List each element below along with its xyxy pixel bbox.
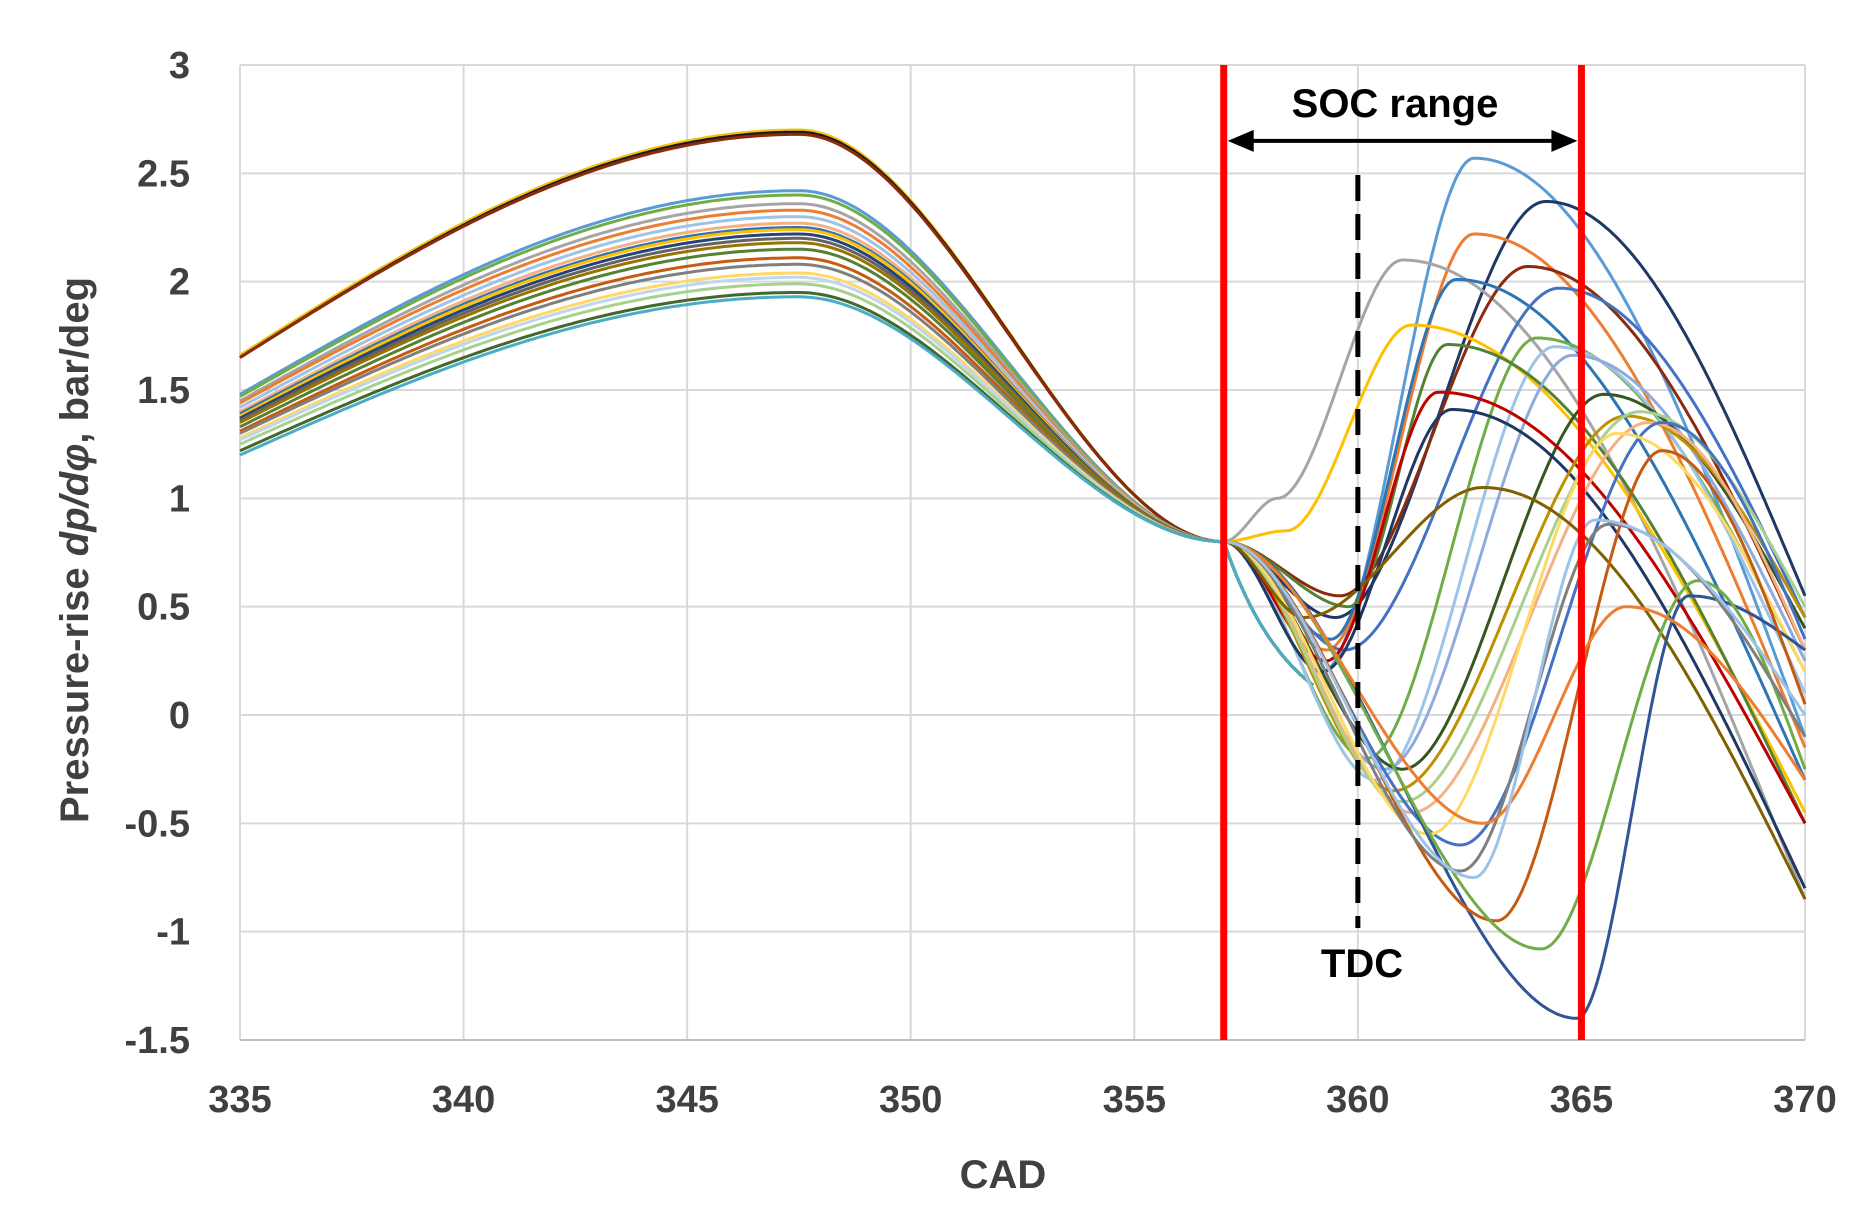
x-tick-label: 345	[655, 1079, 718, 1121]
compression-curve-2	[239, 132, 1315, 687]
soc-range-label: SOC range	[1292, 82, 1499, 126]
y-tick-label: 2	[169, 262, 190, 304]
y-axis-title-math: dp/dφ	[53, 444, 97, 557]
y-tick-label: 0	[169, 695, 190, 737]
y-tick-label: 3	[169, 45, 190, 87]
x-tick-label: 355	[1103, 1079, 1166, 1121]
annotation-markers	[1220, 65, 1585, 1040]
x-tick-label: 350	[879, 1079, 942, 1121]
y-axis-title-suffix: , bar/deg	[53, 277, 97, 444]
x-tick-label: 360	[1326, 1079, 1389, 1121]
y-axis-title: Pressure-rise dp/dφ, bar/deg	[53, 277, 97, 823]
y-tick-label: 2.5	[137, 153, 190, 195]
compression-curve-21	[239, 295, 1315, 687]
y-axis-title-prefix: Pressure-rise	[53, 556, 97, 823]
y-tick-label: -1	[156, 912, 190, 954]
combustion-curve-6	[1223, 286, 1807, 652]
y-tick-label: 1	[169, 478, 190, 520]
combustion-curve-16	[1223, 420, 1807, 815]
combustion-curve-19	[1223, 431, 1807, 836]
combustion-curve-5	[1223, 278, 1807, 781]
combustion-curve-26	[1223, 518, 1807, 880]
y-tick-label: -1.5	[125, 1020, 190, 1062]
x-tick-label: 365	[1550, 1079, 1613, 1121]
combustion-curve-20	[1223, 486, 1807, 900]
soc-arrow-right-head	[1551, 129, 1578, 152]
combustion-curve-10	[1223, 343, 1807, 824]
combustion-curve-9	[1223, 345, 1807, 782]
tdc-label: TDC	[1321, 942, 1403, 986]
x-tick-label: 340	[432, 1079, 495, 1121]
x-tick-labels: 335 340 345 350 355 360 365 370	[208, 1079, 1836, 1121]
combustion-curve-3	[1223, 258, 1807, 900]
x-tick-label: 370	[1773, 1079, 1836, 1121]
y-tick-labels: -1.5 -1 -0.5 0 0.5 1 1.5 2 2.5 3	[125, 45, 190, 1062]
x-tick-label: 335	[208, 1079, 271, 1121]
y-tick-label: -0.5	[125, 803, 190, 845]
combustion-curve-24	[1223, 522, 1807, 873]
y-tick-label: 1.5	[137, 370, 190, 412]
x-axis-title: CAD	[960, 1153, 1047, 1197]
y-tick-label: 0.5	[137, 587, 190, 629]
soc-arrow-left-head	[1227, 129, 1254, 152]
combustion-curves	[1223, 156, 1807, 1020]
combustion-curve-15	[1223, 414, 1807, 793]
combustion-curve-25	[1223, 540, 1807, 825]
compression-curves	[239, 128, 1315, 687]
combustion-curve-14	[1223, 408, 1807, 889]
